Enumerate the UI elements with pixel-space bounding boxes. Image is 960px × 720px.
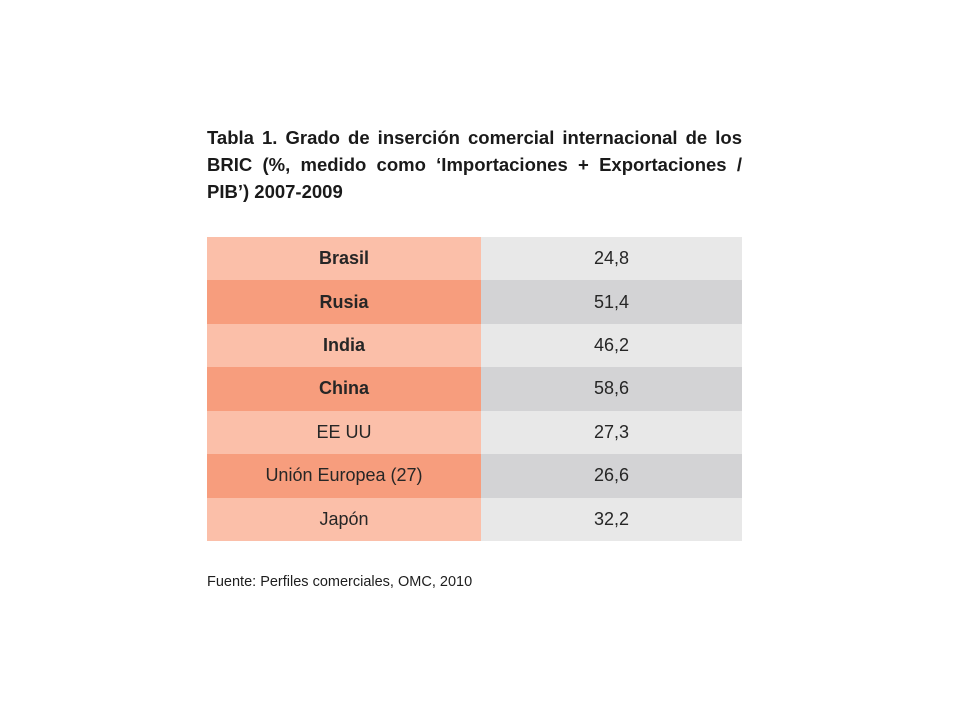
country-cell: Rusia (207, 280, 481, 324)
value-cell: 32,2 (481, 497, 742, 541)
value-cell: 27,3 (481, 410, 742, 455)
country-cell: Japón (207, 497, 481, 541)
title-line: Tabla 1. Grado de inserción comercial in… (207, 127, 742, 148)
value-cell: 51,4 (481, 280, 742, 324)
country-cell: EE UU (207, 410, 481, 455)
value-cell: 58,6 (481, 367, 742, 411)
title-line: PIB’) 2007-2009 (207, 181, 343, 202)
country-cell: Brasil (207, 237, 481, 281)
title-line: BRIC (%, medido como ‘Importaciones + Ex… (207, 154, 742, 175)
value-cell: 46,2 (481, 323, 742, 368)
source-note: Fuente: Perfiles comerciales, OMC, 2010 (207, 574, 473, 590)
country-cell: India (207, 323, 481, 368)
country-cell: China (207, 367, 481, 411)
value-cell: 24,8 (481, 237, 742, 281)
value-cell: 26,6 (481, 454, 742, 498)
country-cell: Unión Europea (27) (207, 454, 481, 498)
table-title: Tabla 1. Grado de inserción comercial in… (207, 124, 742, 205)
data-table: Brasil 24,8 Rusia 51,4 India 46,2 China … (207, 237, 742, 541)
